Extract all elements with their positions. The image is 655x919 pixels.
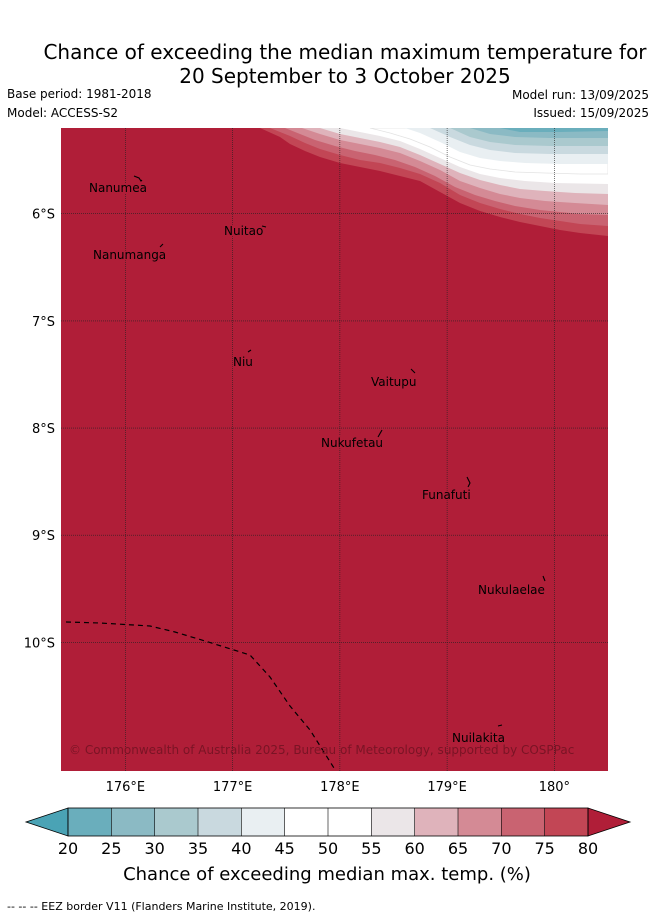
label-vaitupu: Vaitupu bbox=[371, 375, 417, 389]
island-shape-nukufetau bbox=[377, 429, 383, 438]
x-tick-label: 176°E bbox=[106, 780, 146, 795]
label-nukulaelae: Nukulaelae bbox=[478, 583, 545, 597]
eez-border bbox=[65, 621, 335, 769]
island-labels: Nanumea Nuitao Nanumanga Niu Vaitupu Nuk… bbox=[88, 180, 546, 747]
island-shape-nukulaelae bbox=[542, 575, 546, 582]
x-tick-label: 179°E bbox=[427, 780, 467, 795]
colorbar-segment bbox=[111, 808, 155, 836]
model-name: Model: ACCESS-S2 bbox=[7, 106, 119, 120]
colorbar-tick-label: 25 bbox=[101, 839, 121, 858]
colorbar-tick-label: 65 bbox=[448, 839, 468, 858]
x-tick-label: 177°E bbox=[213, 780, 253, 795]
y-tick-label: 9°S bbox=[32, 529, 55, 544]
island-shape-nuitao bbox=[261, 225, 267, 228]
label-nukufetau: Nukufetau bbox=[321, 436, 383, 450]
colorbar-tick-label: 45 bbox=[274, 839, 294, 858]
label-nanumanga: Nanumanga bbox=[93, 248, 166, 262]
colorbar-segment bbox=[501, 808, 545, 836]
island-shape-funafuti bbox=[466, 476, 471, 488]
colorbar-segment bbox=[241, 808, 285, 836]
label-niu: Niu bbox=[233, 355, 253, 369]
colorbar-tick-label: 75 bbox=[534, 839, 554, 858]
eez-legend-note: -- -- -- EEZ border V11 (Flanders Marine… bbox=[7, 900, 316, 913]
colorbar-segment bbox=[154, 808, 198, 836]
island-shape-vaitupu bbox=[410, 368, 416, 374]
y-tick-label: 7°S bbox=[32, 315, 55, 330]
map-title: Chance of exceeding the median maximum t… bbox=[0, 40, 655, 88]
label-nanumea: Nanumea bbox=[89, 181, 147, 195]
x-tick-label: 180° bbox=[539, 780, 570, 795]
copyright-note: © Commonwealth of Australia 2025, Bureau… bbox=[69, 743, 574, 757]
island-shape-nanumanga bbox=[159, 243, 164, 248]
colorbar-tick-label: 60 bbox=[404, 839, 424, 858]
colorbar-segment bbox=[414, 808, 458, 836]
colorbar-segment bbox=[328, 808, 372, 836]
title-line-2: 20 September to 3 October 2025 bbox=[179, 64, 511, 88]
band-20-25 bbox=[500, 128, 608, 132]
colorbar-tick-label: 70 bbox=[491, 839, 511, 858]
colorbar-tick-label: 55 bbox=[361, 839, 381, 858]
colorbar: 20 25 30 35 40 45 50 55 60 65 70 75 80 bbox=[24, 807, 632, 858]
longitude-ticks: 176°E 177°E 178°E 179°E 180° bbox=[106, 780, 570, 795]
colorbar-tick-label: 30 bbox=[144, 839, 164, 858]
label-nuitao: Nuitao bbox=[224, 224, 263, 238]
base-period: Base period: 1981-2018 bbox=[7, 87, 152, 101]
x-tick-label: 178°E bbox=[320, 780, 360, 795]
colorbar-label: Chance of exceeding median max. temp. (%… bbox=[123, 864, 531, 885]
colorbar-segment bbox=[284, 808, 328, 836]
colorbar-segment bbox=[198, 808, 242, 836]
colorbar-tick-label: 20 bbox=[58, 839, 78, 858]
colorbar-extend-high bbox=[587, 807, 632, 837]
label-nuilakita: Nuilakita bbox=[452, 731, 505, 745]
band-80 bbox=[61, 128, 608, 771]
label-funafuti: Funafuti bbox=[422, 488, 471, 502]
latitude-ticks: 6°S 7°S 8°S 9°S 10°S bbox=[24, 208, 55, 652]
issued-date: Issued: 15/09/2025 bbox=[533, 106, 649, 120]
probability-field bbox=[61, 128, 608, 771]
island-shape-nanumea bbox=[133, 175, 143, 182]
island-shapes bbox=[133, 175, 546, 727]
colorbar-segment bbox=[68, 808, 112, 836]
y-tick-label: 8°S bbox=[32, 422, 55, 437]
colorbar-segment bbox=[458, 808, 502, 836]
colorbar-tick-label: 80 bbox=[578, 839, 598, 858]
island-shape-nuilakita bbox=[497, 724, 503, 727]
colorbar-tick-label: 50 bbox=[318, 839, 338, 858]
colorbar-extend-low bbox=[24, 807, 69, 837]
island-shape-niu bbox=[247, 349, 252, 353]
colorbar-segment bbox=[544, 808, 588, 836]
colorbar-tick-label: 40 bbox=[231, 839, 251, 858]
colorbar-segment bbox=[371, 808, 415, 836]
y-tick-label: 10°S bbox=[24, 636, 55, 651]
y-tick-label: 6°S bbox=[32, 208, 55, 223]
title-line-1: Chance of exceeding the median maximum t… bbox=[43, 40, 647, 64]
model-run-date: Model run: 13/09/2025 bbox=[511, 88, 649, 102]
colorbar-tick-label: 35 bbox=[188, 839, 208, 858]
